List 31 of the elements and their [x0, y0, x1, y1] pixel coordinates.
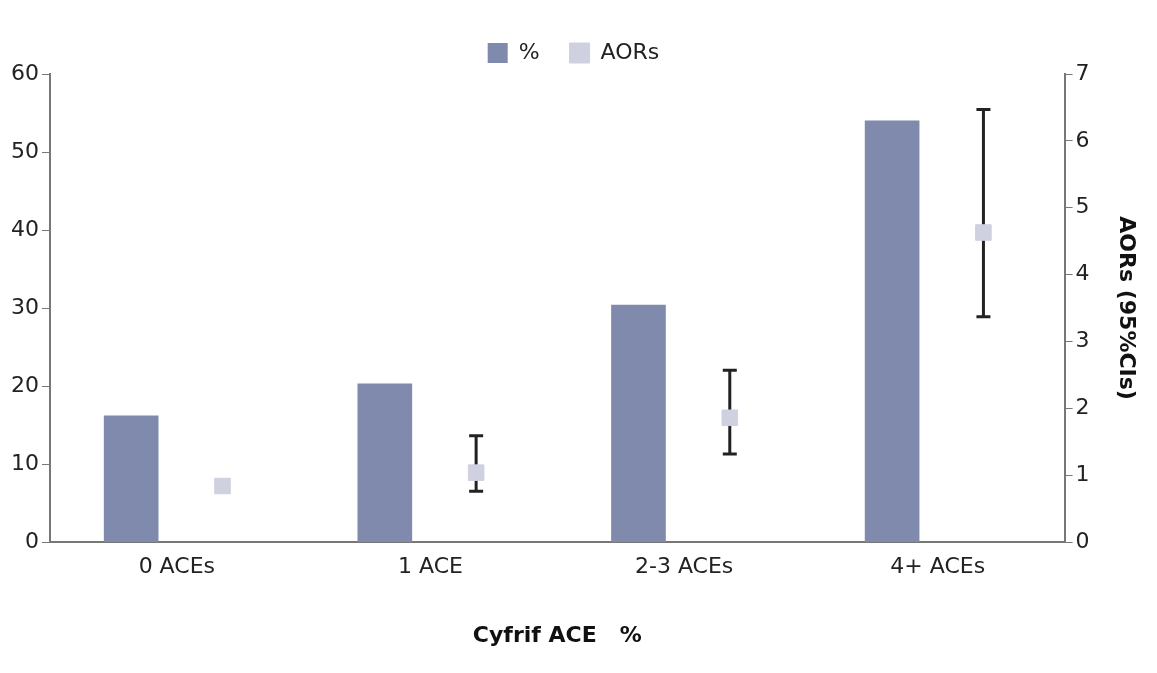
x-axis-title: Cyfrif ACE % — [472, 621, 642, 647]
legend-label: AORs — [600, 38, 660, 64]
bar — [103, 415, 159, 543]
y2-tick-label: 5 — [1075, 193, 1090, 219]
x-tick-label: 1 ACE — [398, 553, 463, 579]
legend-label: % — [518, 38, 540, 64]
point — [214, 477, 231, 495]
y-tick-label: 30 — [10, 293, 39, 319]
y2-tick-label: 0 — [1075, 527, 1090, 553]
y-tick-label: 60 — [10, 59, 39, 85]
point — [467, 464, 485, 481]
y2-axis-title: AORs (95%CIs) — [1115, 216, 1141, 400]
bar — [357, 383, 413, 543]
y2-tick-label: 3 — [1075, 327, 1090, 353]
y2-tick-label: 7 — [1075, 59, 1090, 85]
y2-tick-label: 4 — [1075, 260, 1090, 286]
x-tick-label: 2-3 ACEs — [634, 553, 734, 579]
y-tick-label: 10 — [10, 449, 39, 475]
y-tick-label: 50 — [10, 137, 39, 163]
y-tick-label: 20 — [10, 371, 39, 397]
x-tick-label: 0 ACEs — [138, 553, 216, 579]
bar — [611, 304, 666, 543]
point — [975, 224, 992, 241]
bar — [864, 120, 920, 543]
y2-tick-label: 6 — [1075, 126, 1090, 152]
y2-tick-label: 1 — [1075, 461, 1090, 487]
x-tick-label: 4+ ACEs — [890, 553, 986, 579]
y2-tick-label: 2 — [1075, 394, 1090, 420]
point — [721, 409, 739, 427]
y-tick-label: 40 — [10, 215, 39, 241]
y-tick-label: 0 — [24, 527, 39, 553]
